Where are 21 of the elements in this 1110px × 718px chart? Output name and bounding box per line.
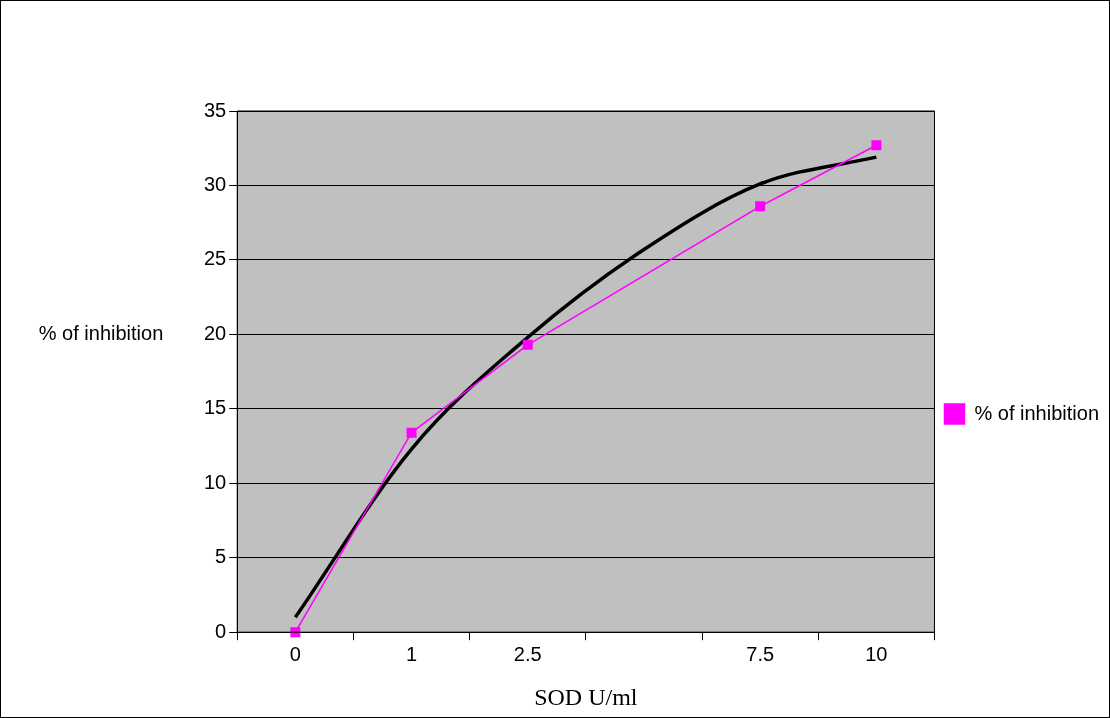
y-tick-label: 30 [204,172,227,195]
x-tick-label: 10 [865,642,888,665]
x-tick-label: 7.5 [746,642,775,665]
point [290,627,301,638]
x-tick-label: 1 [405,642,418,665]
y-tick-label: 10 [204,470,227,493]
y-tick-label: 15 [204,396,227,419]
y-tick-label: 20 [204,321,227,344]
x-axis-title: SOD U/ml [534,683,638,710]
point [406,427,417,438]
y-tick-label: 5 [215,545,227,568]
x-tick-label: 0 [289,642,301,665]
y-tick-label: 35 [204,98,227,121]
y-axis-title: % of inhibition [38,321,164,344]
point [871,140,882,151]
y-tick-label: 25 [204,247,227,270]
legend-label: % of inhibition [974,401,1100,424]
point [522,339,533,350]
y-tick-label: 0 [215,619,227,642]
point [755,201,766,212]
x-tick-label: 2.5 [513,642,542,665]
